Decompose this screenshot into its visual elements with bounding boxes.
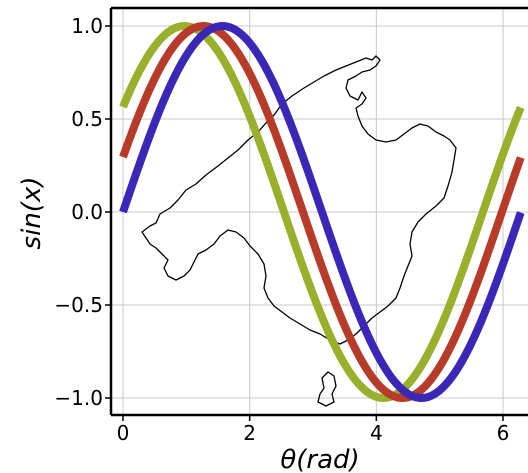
x-tick-label-3: 6: [497, 421, 510, 445]
x-axis-label: θ(rad): [280, 445, 359, 473]
y-axis-label: sin(x): [17, 177, 47, 250]
island-outline-image: [141, 55, 457, 345]
y-tick-label-1: 0.5: [71, 107, 103, 131]
y-tick-label-2: 0.0: [71, 200, 103, 224]
x-tick-label-1: 2: [243, 421, 256, 445]
x-ticks: 0 2 4 6: [117, 415, 510, 445]
series-line-1: [119, 22, 525, 402]
y-tick-label-0: 1.0: [71, 14, 103, 38]
x-tick-label-2: 4: [370, 421, 383, 445]
y-tick-label-4: −1.0: [54, 386, 103, 410]
islet-outline-image: [317, 371, 337, 407]
x-tick-label-0: 0: [117, 421, 130, 445]
y-tick-label-3: −0.5: [54, 293, 103, 317]
series-line-2: [119, 21, 525, 403]
series-lines: [119, 21, 525, 403]
y-ticks: 1.0 0.5 0.0 −0.5 −1.0: [54, 14, 111, 410]
